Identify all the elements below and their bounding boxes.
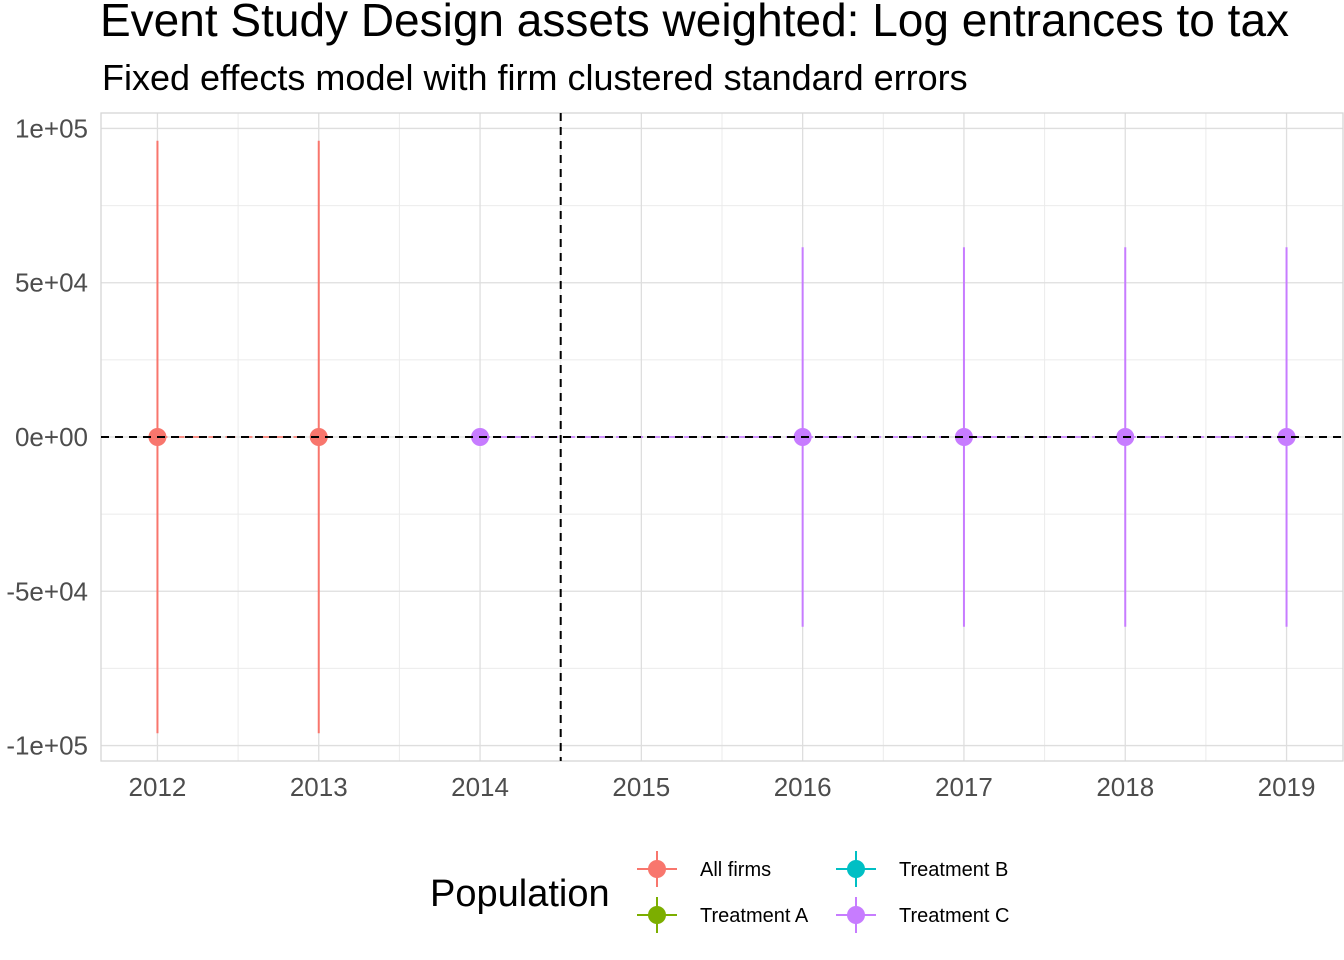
x-tick-label: 2012 — [129, 772, 187, 802]
legend-label: Treatment A — [700, 905, 809, 927]
y-tick-label: 1e+05 — [15, 113, 88, 143]
legend: Population All firms Treatment A Treatment… — [430, 851, 1009, 933]
chart-title: Event Study Design assets weighted: Log … — [100, 0, 1289, 46]
legend-label: Treatment B — [899, 859, 1008, 881]
y-tick-label: 5e+04 — [15, 268, 88, 298]
x-tick-label: 2014 — [451, 772, 509, 802]
legend-key-point — [847, 906, 865, 924]
x-tick-label: 2015 — [612, 772, 670, 802]
x-tick-label: 2017 — [935, 772, 993, 802]
data-point — [954, 428, 973, 446]
plot-panel: 1e+05 5e+04 0e+00 -5e+04 -1e+05 2012 2013 2014 2… — [6, 112, 1344, 802]
legend-key-point — [648, 860, 666, 878]
legend-label: All firms — [700, 859, 771, 881]
x-tick-label: 2013 — [290, 772, 348, 802]
x-tick-label: 2016 — [774, 772, 832, 802]
y-tick-label: -1e+05 — [6, 731, 88, 761]
x-tick-label: 2019 — [1258, 772, 1316, 802]
legend-key-point — [648, 906, 666, 924]
data-point — [1277, 428, 1296, 446]
legend-title: Population — [430, 873, 610, 915]
x-tick-label: 2018 — [1096, 772, 1154, 802]
legend-label: Treatment C — [899, 905, 1009, 927]
y-tick-label: -5e+04 — [6, 576, 88, 606]
chart-subtitle: Fixed effects model with firm clustered … — [102, 57, 968, 98]
y-tick-label: 0e+00 — [15, 422, 88, 452]
legend-key-point — [847, 860, 865, 878]
